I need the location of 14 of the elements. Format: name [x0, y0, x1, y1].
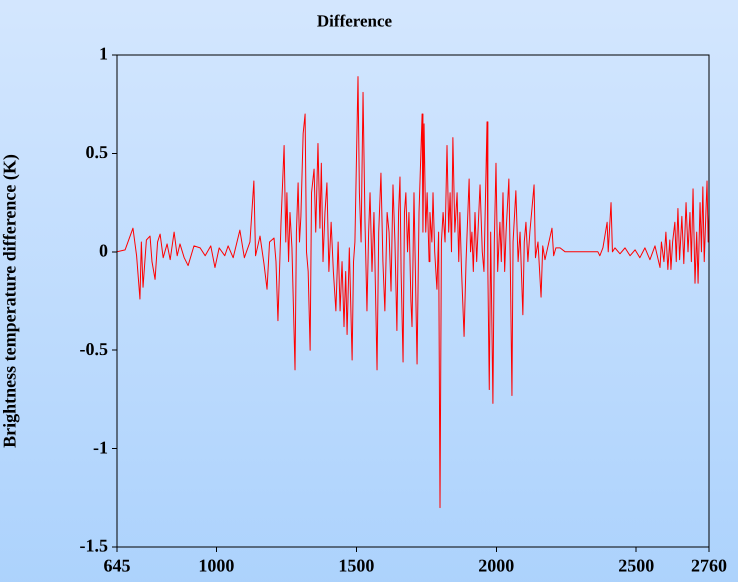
chart-title: Difference — [316, 12, 393, 31]
y-tick-label: 0.5 — [86, 142, 108, 162]
y-tick-label: -1.5 — [80, 536, 108, 556]
x-tick-label: 2760 — [691, 555, 727, 576]
x-tick-label: 1000 — [198, 555, 234, 576]
y-axis-title: Brightness temperature difference (K) — [0, 154, 20, 448]
y-tick-label: -1 — [93, 437, 108, 458]
y-tick-label: 1 — [99, 44, 108, 64]
y-tick-label: 0 — [99, 240, 108, 260]
y-tick-label: -0.5 — [80, 338, 108, 359]
x-tick-label: 645 — [104, 555, 130, 576]
x-tick-label: 1500 — [338, 555, 374, 576]
x-tick-label: 2000 — [478, 555, 514, 576]
x-tick-label: 2500 — [618, 555, 654, 576]
